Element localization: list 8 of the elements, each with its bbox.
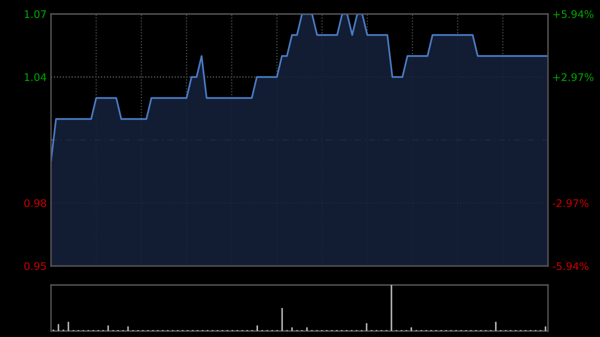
y-tick-label: 0.98 — [24, 199, 46, 208]
y-tick-label: 1.04 — [24, 73, 46, 82]
y-tick-label: 1.07 — [24, 10, 46, 18]
y2-tick-label: -5.94% — [552, 262, 588, 270]
y2-tick-label: -2.97% — [552, 199, 588, 208]
y2-tick-label: +2.97% — [553, 73, 594, 82]
y-tick-label: 0.95 — [24, 262, 46, 270]
y2-tick-label: +5.94% — [553, 10, 594, 18]
